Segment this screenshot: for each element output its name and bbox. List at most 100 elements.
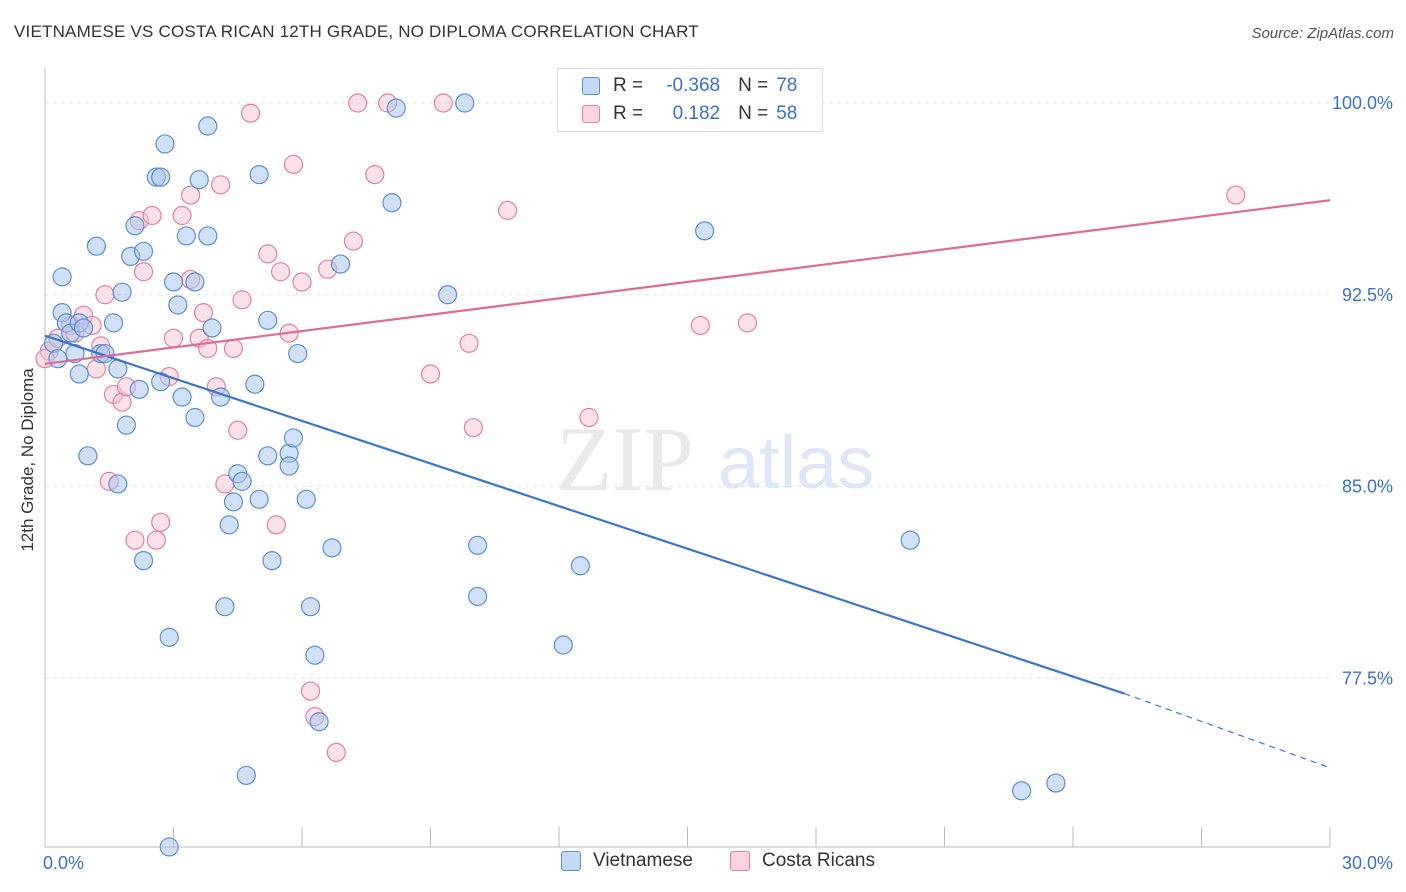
y-tick-label: 92.5%	[1342, 285, 1393, 305]
vietnamese-point	[330, 254, 351, 274]
vietnamese-point	[1011, 781, 1032, 801]
vietnamese-point	[249, 489, 269, 509]
legend-row-vietnamese: R = -0.368 N = 78	[582, 73, 797, 99]
vietnamese-point	[279, 456, 299, 476]
n-value-vietnamese: 78	[776, 75, 798, 96]
vietnamese-point	[176, 226, 196, 246]
costa-ricans-point	[690, 315, 710, 336]
bottom-legend-swatch-costa-ricans	[730, 851, 750, 871]
vietnamese-point	[163, 272, 184, 292]
vietnamese-point	[185, 272, 205, 292]
vietnamese-point	[52, 267, 72, 287]
costa-ricans-point	[420, 364, 441, 384]
costa-ricans-point	[142, 205, 162, 226]
watermark: ZIP atlas	[556, 408, 874, 510]
correlation-legend: R = -0.368 N = 78 R = 0.182 N = 58	[557, 68, 823, 132]
vietnamese-points	[43, 93, 1066, 857]
vietnamese-point	[69, 364, 89, 384]
costa-ricans-point	[283, 154, 304, 174]
vietnamese-point	[236, 765, 256, 786]
vietnamese-point	[73, 318, 94, 338]
costa-ricans-point	[459, 333, 479, 353]
x-tick-label: 30.0%	[1342, 853, 1393, 873]
vietnamese-point	[553, 635, 573, 655]
vietnamese-point	[296, 489, 316, 509]
vietnamese-point	[159, 837, 179, 857]
vietnamese-point	[202, 318, 222, 338]
x-tick-label: 0.0%	[43, 853, 84, 873]
n-label: N =	[738, 75, 769, 96]
costa-ricans-point	[223, 338, 244, 359]
vietnamese-point	[219, 515, 239, 535]
vietnamese-point	[151, 167, 171, 187]
vietnamese-point	[1046, 773, 1066, 793]
vietnamese-point	[468, 586, 488, 607]
costa-ricans-point	[228, 420, 248, 440]
axes	[44, 68, 1331, 848]
costa-ricans-point	[463, 418, 483, 438]
vietnamese-point	[232, 471, 252, 491]
vietnamese-point	[48, 349, 68, 369]
bottom-legend-label-vietnamese: Vietnamese	[593, 850, 693, 871]
vietnamese-point	[305, 645, 325, 665]
vietnamese-point	[168, 295, 188, 315]
bottom-legend-label-costa-ricans: Costa Ricans	[762, 850, 875, 871]
vietnamese-point	[223, 492, 244, 512]
bottom-legend-vietnamese: Vietnamese	[561, 850, 693, 872]
costa-ricans-point	[365, 164, 385, 185]
vietnamese-point	[78, 446, 98, 466]
costa-ricans-point	[737, 313, 758, 333]
tick-labels: 77.5% 85.0% 92.5% 100.0% 0.0% 30.0%	[43, 93, 1393, 873]
costa-ricans-point	[172, 205, 192, 226]
costa-ricans-point	[266, 515, 286, 535]
y-axis-label: 12th Grade, No Diploma	[18, 368, 37, 552]
r-label: R =	[613, 103, 644, 124]
r-label: R =	[613, 75, 644, 96]
y-tick-label: 100.0%	[1332, 93, 1393, 113]
costa-ricans-point	[95, 285, 115, 305]
costa-ricans-point	[193, 303, 214, 323]
vietnamese-point	[129, 379, 149, 399]
costa-ricans-point	[498, 200, 518, 220]
vietnamese-point	[468, 535, 488, 555]
vietnamese-point	[258, 310, 278, 330]
vietnamese-point	[288, 343, 308, 364]
n-label: N =	[738, 103, 769, 124]
vietnamese-trend-extension	[1124, 693, 1331, 769]
costa-ricans-point	[300, 681, 321, 701]
trend-lines	[44, 199, 1331, 769]
vietnamese-point	[185, 407, 205, 428]
vietnamese-point	[189, 170, 209, 190]
vietnamese-point	[112, 282, 132, 302]
vietnamese-point	[125, 216, 145, 236]
legend-swatch-costa-ricans	[582, 105, 600, 123]
costa-ricans-point	[151, 512, 171, 532]
vietnamese-point	[116, 415, 136, 435]
vietnamese-point	[215, 597, 235, 617]
vietnamese-point	[249, 164, 269, 185]
costa-ricans-point	[181, 185, 201, 205]
watermark-atlas: atlas	[718, 421, 874, 504]
vietnamese-point	[258, 446, 278, 466]
vietnamese-point	[570, 556, 591, 576]
n-value-costa-ricans: 58	[776, 103, 798, 124]
costa-ricans-point	[133, 262, 154, 282]
vietnamese-point	[438, 285, 458, 305]
vietnamese-point	[245, 374, 265, 394]
r-value-costa-ricans: 0.182	[672, 103, 721, 124]
costa-ricans-point	[343, 231, 363, 251]
costa-ricans-point	[125, 530, 145, 550]
vietnamese-point	[133, 241, 154, 261]
vietnamese-point	[108, 474, 128, 494]
costa-ricans-point	[232, 290, 252, 310]
vietnamese-point	[300, 597, 321, 617]
chart-title: VIETNAMESE VS COSTA RICAN 12TH GRADE, NO…	[14, 22, 699, 41]
watermark-zip: ZIP	[556, 408, 694, 510]
vietnamese-point	[382, 193, 402, 213]
costa-ricans-point	[241, 103, 261, 123]
vietnamese-point	[198, 116, 218, 136]
costa-ricans-point	[163, 328, 184, 348]
costa-ricans-point	[433, 93, 453, 113]
costa-ricans-point	[211, 175, 231, 195]
